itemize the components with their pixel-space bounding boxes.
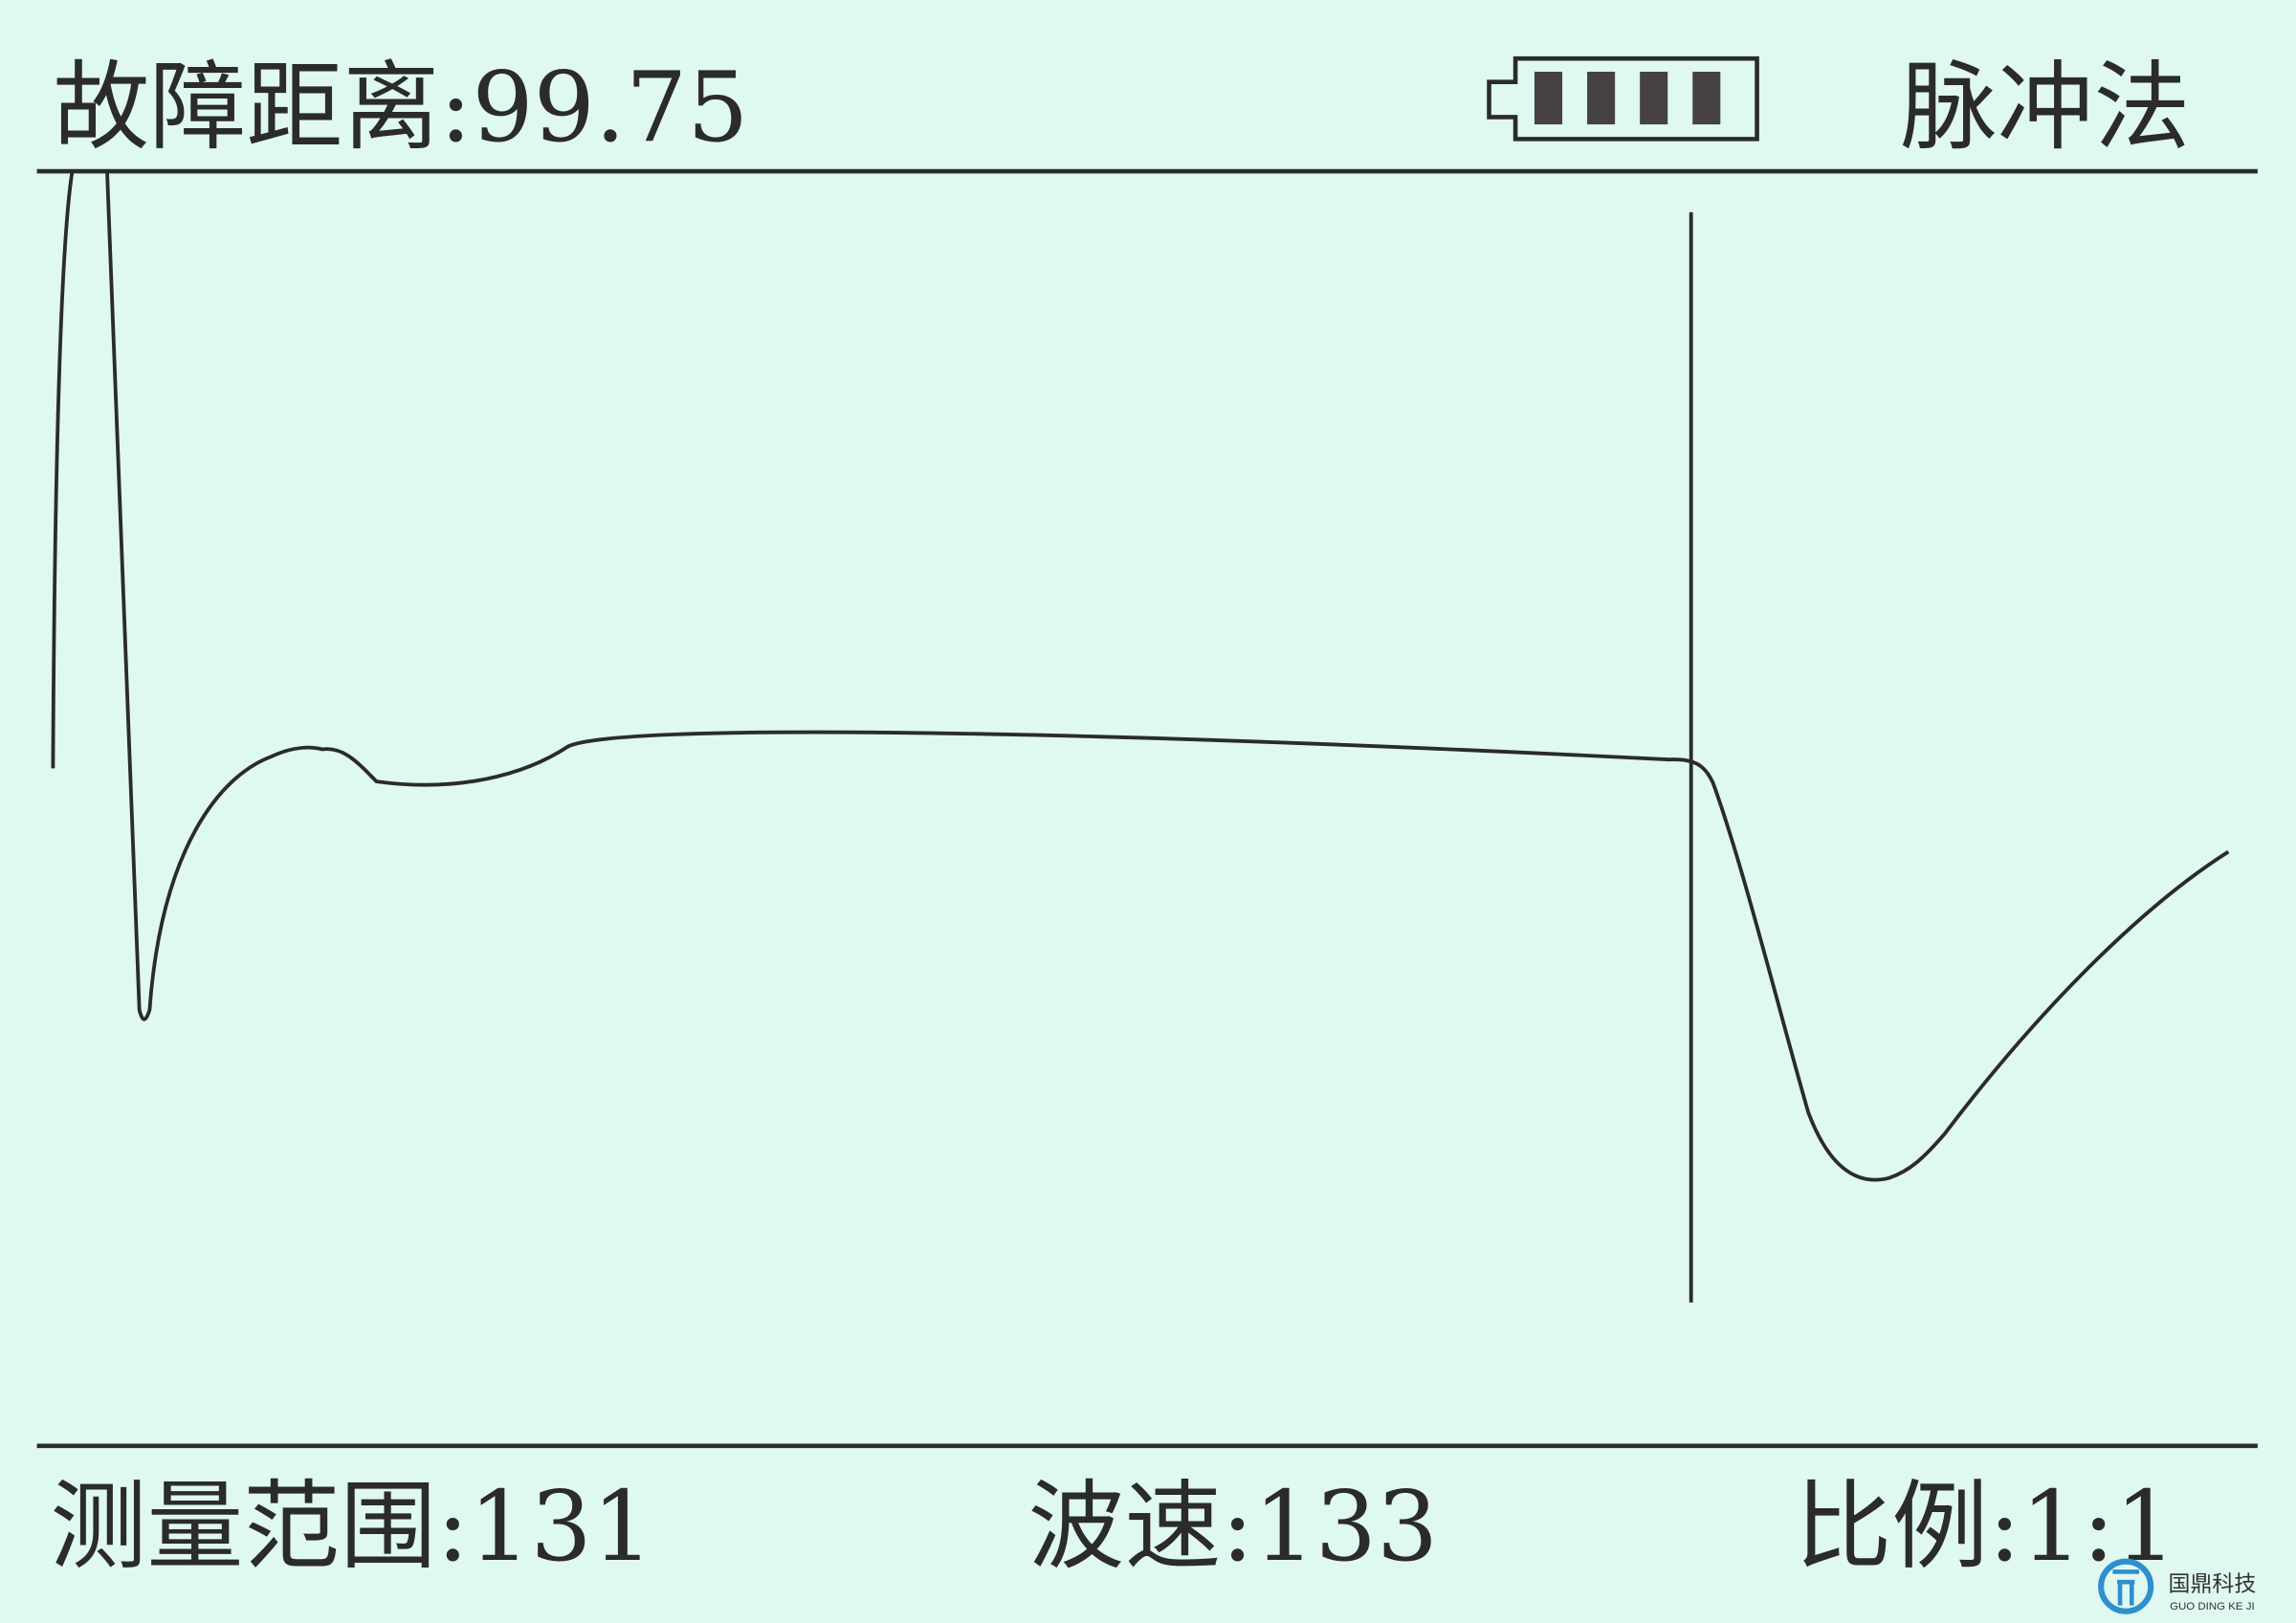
mode-label: 脉冲法 (1901, 51, 2191, 164)
logo-name-en: GUO DING KE JI (2170, 1601, 2255, 1612)
waveform-trace (51, 172, 2230, 1182)
company-logo: 国鼎科技 GUO DING KE JI (2098, 1558, 2257, 1614)
battery-bar (1640, 71, 1668, 125)
battery-bar (1534, 71, 1563, 125)
fault-distance: 故障距离:99.75 (53, 51, 748, 164)
scale-ratio: 比例:1:1 (1795, 1470, 2176, 1583)
logo-emblem-icon (2098, 1558, 2154, 1614)
battery-bar (1692, 71, 1721, 125)
measure-range: 测量范围:131 (50, 1470, 653, 1583)
logo-name-cn: 国鼎科技 (2169, 1571, 2257, 1596)
battery-bar (1587, 71, 1616, 125)
battery-icon (1487, 55, 1759, 142)
wave-speed: 波速:133 (1028, 1470, 1439, 1583)
